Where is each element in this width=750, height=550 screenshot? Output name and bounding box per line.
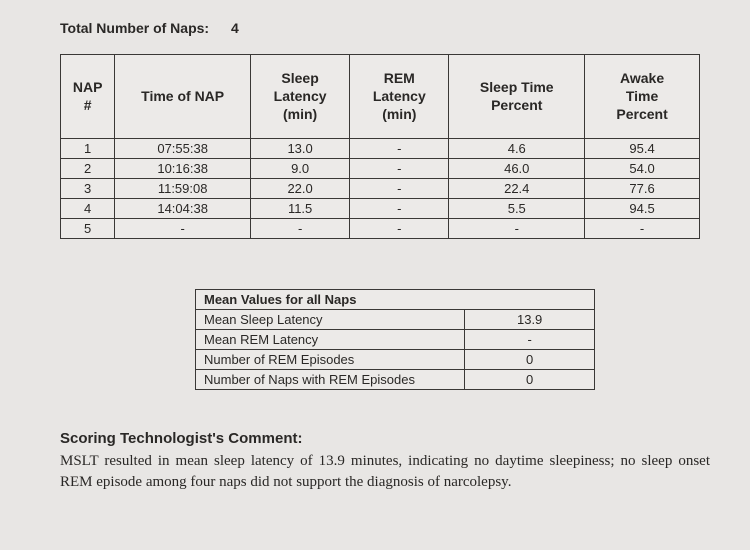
table-row: 1 07:55:38 13.0 - 4.6 95.4: [61, 138, 700, 158]
cell-time: -: [115, 218, 251, 238]
table-row: Number of REM Episodes 0: [196, 349, 595, 369]
cell-sleep-latency: 11.5: [251, 198, 350, 218]
cell-awake-pct: 77.6: [585, 178, 700, 198]
means-title-row: Mean Values for all Naps: [196, 289, 595, 309]
col-nap-number: NAP#: [61, 55, 115, 139]
total-naps-line: Total Number of Naps: 4: [60, 20, 710, 36]
means-label: Number of Naps with REM Episodes: [196, 369, 465, 389]
cell-sleep-latency: 22.0: [251, 178, 350, 198]
cell-sleep-pct: -: [449, 218, 585, 238]
means-value: 13.9: [465, 309, 595, 329]
cell-sleep-pct: 5.5: [449, 198, 585, 218]
cell-sleep-latency: 13.0: [251, 138, 350, 158]
naps-table-body: 1 07:55:38 13.0 - 4.6 95.4 2 10:16:38 9.…: [61, 138, 700, 238]
naps-table: NAP# Time of NAP SleepLatency(min) REMLa…: [60, 54, 700, 239]
cell-sleep-pct: 46.0: [449, 158, 585, 178]
cell-awake-pct: 94.5: [585, 198, 700, 218]
report-page: Total Number of Naps: 4 NAP# Time of NAP…: [0, 0, 750, 514]
cell-nap-number: 3: [61, 178, 115, 198]
comment-body: MSLT resulted in mean sleep latency of 1…: [60, 451, 710, 495]
cell-rem-latency: -: [350, 218, 449, 238]
comment-heading: Scoring Technologist's Comment:: [60, 430, 710, 447]
col-sleep-time-percent: Sleep TimePercent: [449, 55, 585, 139]
table-row: 5 - - - - -: [61, 218, 700, 238]
col-awake-time-percent: AwakeTimePercent: [585, 55, 700, 139]
cell-nap-number: 5: [61, 218, 115, 238]
cell-sleep-pct: 22.4: [449, 178, 585, 198]
naps-table-header-row: NAP# Time of NAP SleepLatency(min) REMLa…: [61, 55, 700, 139]
cell-time: 07:55:38: [115, 138, 251, 158]
cell-rem-latency: -: [350, 158, 449, 178]
cell-rem-latency: -: [350, 138, 449, 158]
mean-values-table: Mean Values for all Naps Mean Sleep Late…: [195, 289, 595, 390]
means-value: 0: [465, 349, 595, 369]
table-row: 4 14:04:38 11.5 - 5.5 94.5: [61, 198, 700, 218]
means-label: Number of REM Episodes: [196, 349, 465, 369]
means-value: 0: [465, 369, 595, 389]
total-naps-value: 4: [231, 20, 239, 36]
cell-time: 14:04:38: [115, 198, 251, 218]
col-time-of-nap: Time of NAP: [115, 55, 251, 139]
col-sleep-latency: SleepLatency(min): [251, 55, 350, 139]
col-rem-latency: REMLatency(min): [350, 55, 449, 139]
cell-sleep-latency: -: [251, 218, 350, 238]
table-row: 2 10:16:38 9.0 - 46.0 54.0: [61, 158, 700, 178]
cell-rem-latency: -: [350, 178, 449, 198]
means-label: Mean Sleep Latency: [196, 309, 465, 329]
means-title: Mean Values for all Naps: [196, 289, 595, 309]
cell-time: 10:16:38: [115, 158, 251, 178]
means-value: -: [465, 329, 595, 349]
cell-sleep-pct: 4.6: [449, 138, 585, 158]
cell-nap-number: 4: [61, 198, 115, 218]
cell-awake-pct: 95.4: [585, 138, 700, 158]
table-row: 3 11:59:08 22.0 - 22.4 77.6: [61, 178, 700, 198]
total-naps-label: Total Number of Naps:: [60, 20, 209, 36]
cell-nap-number: 2: [61, 158, 115, 178]
table-row: Mean Sleep Latency 13.9: [196, 309, 595, 329]
cell-sleep-latency: 9.0: [251, 158, 350, 178]
means-label: Mean REM Latency: [196, 329, 465, 349]
cell-rem-latency: -: [350, 198, 449, 218]
table-row: Mean REM Latency -: [196, 329, 595, 349]
cell-awake-pct: -: [585, 218, 700, 238]
table-row: Number of Naps with REM Episodes 0: [196, 369, 595, 389]
cell-awake-pct: 54.0: [585, 158, 700, 178]
cell-nap-number: 1: [61, 138, 115, 158]
cell-time: 11:59:08: [115, 178, 251, 198]
